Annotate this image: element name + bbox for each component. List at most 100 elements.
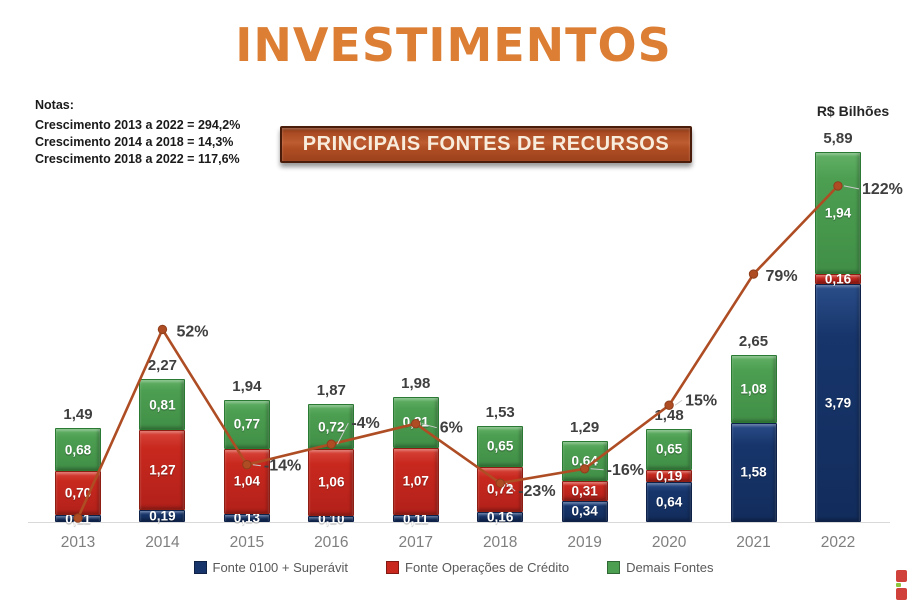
bar-total-label: 2,65 — [738, 332, 769, 350]
growth-pct-label: 6% — [440, 420, 463, 437]
bar-segment: 0,16 — [814, 271, 861, 286]
page-title: INVESTIMENTOS — [235, 18, 672, 72]
legend-item-operacoes-credito: Fonte Operações de Crédito — [386, 560, 569, 575]
x-axis-label: 2022 — [820, 534, 856, 551]
bar-segment: 0,64 — [646, 481, 693, 522]
bar-segment: 1,08 — [730, 354, 777, 423]
bar-segment: 0,11 — [55, 511, 101, 526]
bar-segment: 0,65 — [646, 429, 693, 470]
x-axis-label: 2018 — [482, 534, 518, 551]
legend-item-demais-fontes: Demais Fontes — [607, 560, 713, 575]
x-axis-label: 2015 — [229, 534, 265, 551]
bar-segment: 1,04 — [223, 448, 270, 514]
bar-segment-label: 0,19 — [655, 468, 683, 484]
bar-segment-label: 1,06 — [318, 474, 345, 490]
bar-segment-label: 1,94 — [824, 205, 852, 221]
growth-pct-label: -4% — [351, 415, 379, 432]
bar-total-label: 2,27 — [147, 357, 178, 375]
bar-segment-label: 0,77 — [233, 416, 261, 432]
bar-segment-label: 1,04 — [233, 473, 261, 489]
x-axis-label: 2017 — [398, 534, 433, 551]
bar-segment: 0,72 — [308, 403, 355, 450]
legend-label: Demais Fontes — [626, 560, 714, 575]
bar-segment-label: 0,64 — [655, 494, 683, 510]
bar-segment-label: 1,07 — [402, 473, 429, 489]
bar-segment: 0,64 — [561, 440, 608, 482]
unit-label: R$ Bilhões — [816, 103, 890, 119]
bar-segment: 1,27 — [139, 430, 186, 511]
bar-segment-label: 0,81 — [149, 397, 176, 413]
note-line: Crescimento 2018 a 2022 = 117,6% — [35, 152, 240, 166]
bar-segment: 0,68 — [55, 428, 101, 472]
logo-fragment-icon — [896, 570, 907, 602]
note-line: Crescimento 2014 a 2018 = 14,3% — [35, 135, 234, 149]
growth-pct-label: 79% — [766, 268, 798, 285]
bar-segment: 1,58 — [730, 422, 777, 522]
bar-segment: 3,79 — [814, 283, 861, 522]
growth-marker — [157, 324, 168, 335]
bar-segment-label: 0,34 — [571, 503, 598, 519]
bar-total-label: 1,49 — [63, 406, 93, 424]
bar-segment: 0,77 — [223, 400, 270, 449]
bar-segment: 0,11 — [392, 511, 439, 526]
note-line: Crescimento 2013 a 2022 = 294,2% — [35, 118, 241, 132]
legend-label: Fonte Operações de Crédito — [405, 560, 570, 575]
bar-segment-label: 0,81 — [402, 414, 429, 430]
bar-segment-label: 0,19 — [149, 508, 176, 524]
bar-segment: 0,13 — [223, 510, 270, 525]
bar-segment: 0,81 — [392, 397, 439, 448]
bar-segment: 1,06 — [308, 449, 355, 516]
notes-heading: Notas: — [35, 98, 74, 112]
bar-segment-label: 1,27 — [149, 462, 176, 478]
growth-pct-label: -23% — [518, 483, 555, 500]
bar-segment: 0,70 — [55, 471, 101, 516]
bar-segment-label: 0,65 — [487, 438, 514, 454]
notes-box: Notas: Crescimento 2013 a 2022 = 294,2% … — [35, 97, 240, 168]
bar-segment: 0,81 — [139, 379, 186, 431]
bar-segment: 0,19 — [139, 508, 186, 524]
bar-segment: 0,72 — [477, 466, 524, 512]
bar-segment: 0,16 — [477, 509, 524, 524]
bar-segment-label: 0,72 — [318, 419, 345, 435]
x-axis-label: 2013 — [60, 534, 96, 551]
bar-total-label: 5,89 — [823, 130, 853, 148]
bar-segment-label: 3,79 — [824, 395, 852, 411]
bar-segment: 0,31 — [561, 481, 608, 501]
x-axis-label: 2020 — [651, 534, 687, 551]
bar-segment: 0,19 — [646, 468, 693, 484]
growth-pct-label: -16% — [607, 462, 644, 479]
bar-total-label: 1,94 — [232, 378, 262, 396]
x-axis-label: 2014 — [145, 534, 180, 551]
growth-line — [76, 185, 839, 519]
bar-segment: 0,10 — [308, 511, 355, 526]
bar-segment-label: 0,70 — [64, 485, 92, 501]
bar-total-label: 1,29 — [570, 418, 600, 436]
bar-segment-label: 0,65 — [655, 441, 683, 457]
bar-total-label: 1,53 — [485, 403, 515, 421]
legend-swatch-green-icon — [607, 561, 621, 574]
bar-segment-label: 0,68 — [64, 442, 92, 458]
growth-pct-label: 52% — [176, 323, 208, 340]
x-axis-line — [28, 522, 890, 523]
bar-segment-label: 0,64 — [571, 453, 598, 469]
legend-label: Fonte 0100 + Superávit — [212, 560, 349, 575]
bar-total-label: 1,48 — [654, 407, 684, 425]
growth-marker — [748, 269, 759, 279]
x-axis-label: 2019 — [567, 534, 602, 551]
x-axis-label: 2021 — [736, 534, 771, 551]
bar-segment-label: 1,58 — [740, 464, 767, 480]
banner-principais-fontes: PRINCIPAIS FONTES DE RECURSOS — [280, 126, 692, 163]
bar-total-label: 1,98 — [401, 375, 431, 393]
bar-segment: 0,34 — [561, 500, 608, 522]
bar-total-label: 1,87 — [316, 381, 346, 399]
bar-segment-label: 0,72 — [487, 481, 514, 497]
bar-segment-label: 1,08 — [740, 381, 767, 397]
x-axis-label: 2016 — [314, 534, 349, 551]
bar-segment: 0,65 — [477, 425, 524, 467]
bar-segment: 1,94 — [814, 152, 861, 274]
growth-pct-label: 122% — [862, 181, 903, 198]
bar-segment-label: 0,31 — [571, 483, 598, 499]
legend-item-fonte-0100: Fonte 0100 + Superávit — [193, 560, 349, 575]
legend-swatch-blue-icon — [193, 561, 207, 574]
